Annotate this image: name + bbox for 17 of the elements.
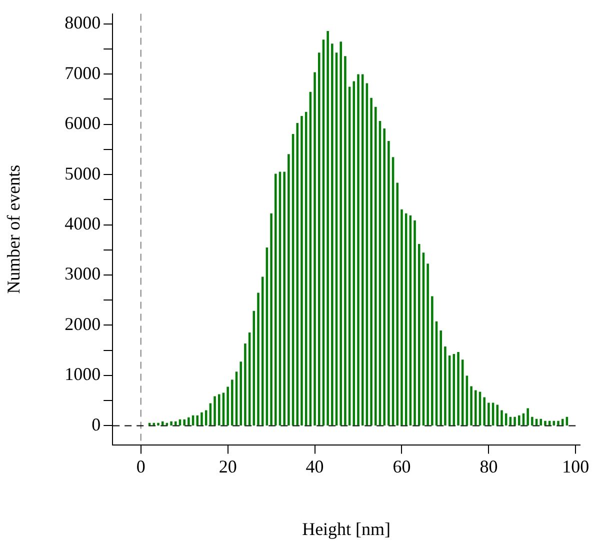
x-tick-label: 40 — [306, 456, 324, 476]
x-tick-label: 60 — [392, 456, 411, 476]
x-tick-label: 20 — [218, 456, 237, 476]
y-tick-label: 3000 — [64, 264, 101, 284]
x-axis-title: Height [nm] — [302, 518, 391, 539]
y-tick-label: 5000 — [64, 163, 101, 184]
y-tick-label: 8000 — [64, 12, 101, 33]
x-tick-label: 100 — [562, 456, 590, 476]
x-tick-label: 80 — [480, 456, 498, 476]
y-tick-label: 0 — [92, 414, 101, 434]
y-axis-title: Number of events — [4, 164, 24, 294]
y-tick-label: 4000 — [64, 214, 101, 234]
x-tick-label: 0 — [136, 456, 146, 476]
y-tick-label: 6000 — [64, 113, 101, 134]
y-tick-label: 7000 — [64, 62, 101, 83]
y-tick-label: 1000 — [64, 364, 101, 384]
y-tick-label: 2000 — [64, 314, 101, 334]
